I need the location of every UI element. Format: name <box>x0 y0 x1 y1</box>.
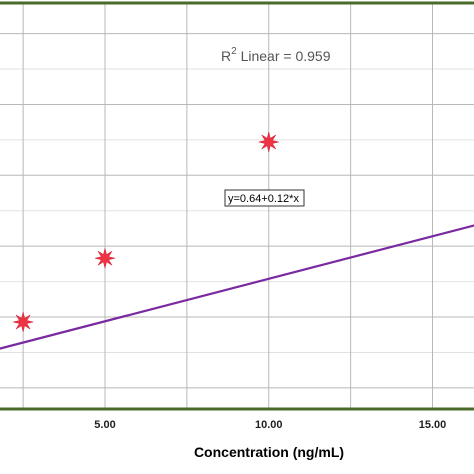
data-point-star <box>13 311 34 333</box>
x-tick-label: 10.00 <box>255 419 283 431</box>
equation-box: y=0.64+0.12*x <box>224 189 305 207</box>
data-point-star <box>94 248 116 269</box>
major-gridlines <box>0 3 474 409</box>
fit-line-layer <box>0 224 474 350</box>
x-axis-title: Concentration (ng/mL) <box>194 444 344 460</box>
x-tick-label: 5.00 <box>94 419 115 431</box>
r2-annotation: R2 Linear = 0.959 <box>221 46 331 64</box>
r2-value: Linear = 0.959 <box>237 48 331 64</box>
regression-line <box>0 224 474 350</box>
x-tick-label: 15.00 <box>419 419 447 431</box>
plot-frame <box>0 1 474 411</box>
equation-label: y=0.64+0.12*x <box>228 193 299 205</box>
data-point-star <box>258 131 279 153</box>
minor-gridlines <box>0 68 474 353</box>
x-tick-labels: 5.00 10.00 15.00 <box>94 419 446 431</box>
data-points <box>13 131 279 333</box>
equation-box-frame <box>224 189 305 207</box>
r2-superscript: 2 <box>231 46 237 57</box>
